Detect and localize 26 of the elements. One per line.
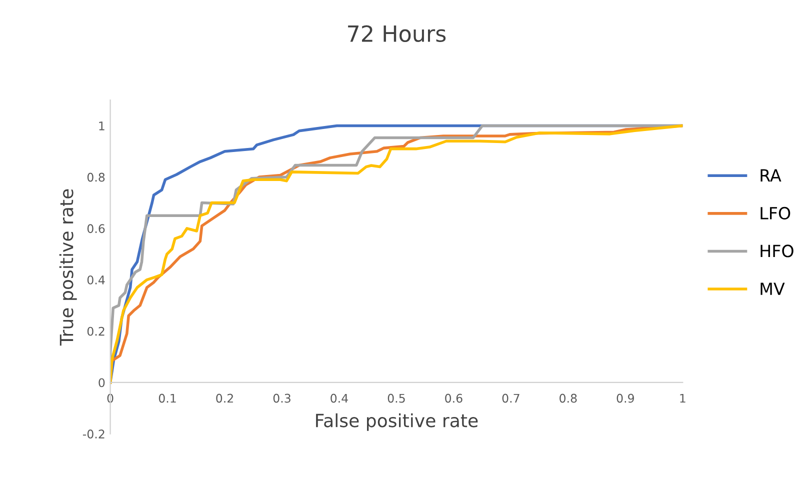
y-tick-label: 0.4 <box>87 275 105 284</box>
x-tick-label: 0.7 <box>502 394 520 403</box>
x-tick-label: 1 <box>680 394 686 403</box>
y-tick-label: 0.8 <box>87 172 105 182</box>
x-tick-label: 0.4 <box>330 394 348 403</box>
legend-label: MV <box>760 282 785 295</box>
x-tick-label: 0.5 <box>388 394 405 403</box>
y-tick-label: 1 <box>99 122 104 130</box>
y-axis-title: True positive rate <box>59 189 77 346</box>
x-tick-label: 0.2 <box>216 394 233 403</box>
x-tick-label: 0.1 <box>158 394 176 403</box>
y-tick-label: 0.6 <box>87 224 105 234</box>
line-series <box>110 124 683 384</box>
y-tick-label: 0 <box>98 378 105 388</box>
x-tick-label: 0.9 <box>616 394 634 403</box>
legend-label: RA <box>760 169 782 182</box>
legend-label: HFO <box>760 244 794 258</box>
x-tick-label: 0.6 <box>445 394 462 403</box>
y-tick-label: -0.2 <box>82 430 104 438</box>
x-tick-label: 0.8 <box>560 394 577 403</box>
x-axis-title: False positive rate <box>316 413 478 431</box>
chart-title: 72 Hours <box>348 25 446 42</box>
y-tick-label: 0.2 <box>87 326 104 336</box>
x-tick-label: 0.3 <box>273 394 290 403</box>
x-tick-label: 0 <box>107 394 114 403</box>
legend-label: LFO <box>760 206 790 220</box>
